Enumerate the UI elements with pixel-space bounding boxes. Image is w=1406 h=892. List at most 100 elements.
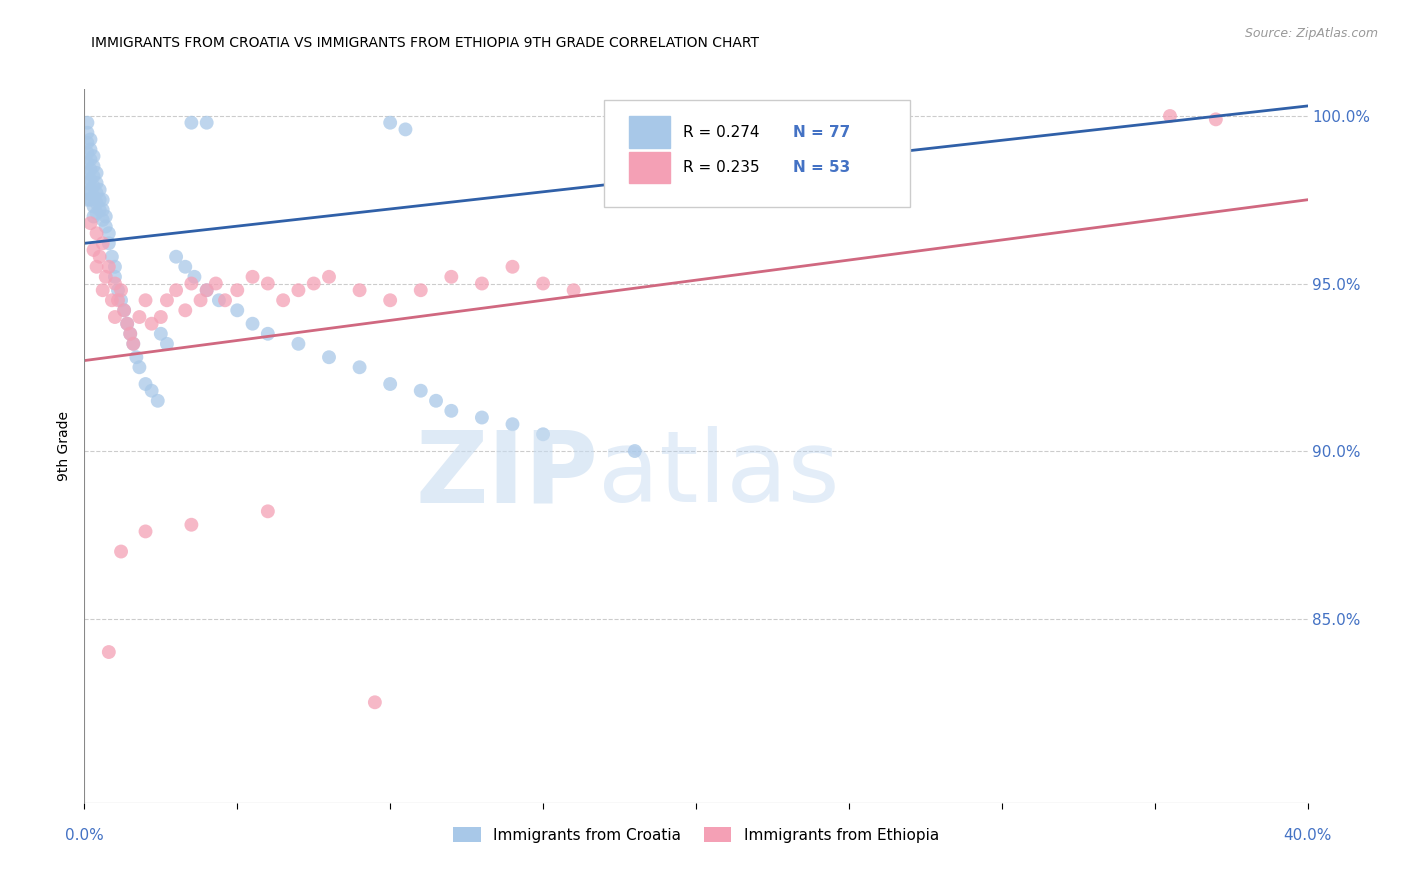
Point: [86, 176, 108, 190]
Point: [190, 293, 212, 308]
Text: ZIP: ZIP: [415, 426, 598, 523]
Point: [83, 199, 105, 213]
Point: [349, 283, 371, 297]
Point: [120, 326, 142, 341]
Point: [79, 172, 101, 186]
Point: [89, 183, 111, 197]
Point: [112, 303, 135, 318]
Point: [394, 122, 416, 136]
Point: [141, 384, 163, 398]
Point: [79, 153, 101, 167]
Point: [76, 136, 98, 150]
Point: [226, 283, 249, 297]
Point: [562, 283, 585, 297]
Point: [156, 293, 179, 308]
Point: [86, 260, 108, 274]
Point: [531, 277, 554, 291]
Point: [83, 210, 105, 224]
Point: [125, 350, 148, 364]
Text: R = 0.274: R = 0.274: [682, 125, 759, 139]
Point: [110, 293, 132, 308]
Point: [86, 166, 108, 180]
Point: [91, 212, 114, 227]
Point: [104, 269, 127, 284]
Point: [149, 326, 172, 341]
Text: N = 77: N = 77: [793, 125, 849, 139]
Point: [107, 283, 129, 297]
Point: [302, 277, 325, 291]
Text: IMMIGRANTS FROM CROATIA VS IMMIGRANTS FROM ETHIOPIA 9TH GRADE CORRELATION CHART: IMMIGRANTS FROM CROATIA VS IMMIGRANTS FR…: [91, 36, 759, 50]
Point: [318, 269, 340, 284]
Point: [76, 126, 98, 140]
Point: [79, 162, 101, 177]
FancyBboxPatch shape: [605, 100, 910, 207]
Y-axis label: 9th Grade: 9th Grade: [58, 411, 72, 481]
Point: [180, 277, 202, 291]
Text: 0.0%: 0.0%: [65, 828, 104, 843]
Point: [135, 293, 157, 308]
Point: [79, 193, 101, 207]
Point: [83, 159, 105, 173]
Point: [83, 149, 105, 163]
Point: [89, 250, 111, 264]
Point: [128, 360, 150, 375]
Point: [120, 326, 142, 341]
Point: [214, 293, 236, 308]
Point: [364, 695, 387, 709]
Point: [257, 326, 280, 341]
Point: [104, 277, 127, 291]
Point: [79, 183, 101, 197]
Point: [91, 202, 114, 217]
Point: [165, 250, 187, 264]
Point: [86, 186, 108, 200]
Point: [89, 193, 111, 207]
Point: [226, 303, 249, 318]
Point: [425, 393, 447, 408]
Point: [174, 260, 197, 274]
Point: [76, 176, 98, 190]
Point: [86, 206, 108, 220]
Point: [104, 260, 127, 274]
Point: [76, 186, 98, 200]
Point: [440, 269, 463, 284]
Point: [122, 336, 145, 351]
Point: [146, 393, 169, 408]
Point: [97, 236, 120, 251]
Point: [502, 260, 524, 274]
Point: [180, 116, 202, 130]
Point: [380, 293, 402, 308]
Point: [97, 227, 120, 241]
Point: [380, 377, 402, 392]
Point: [83, 243, 105, 257]
Point: [156, 336, 179, 351]
Point: [86, 227, 108, 241]
Point: [287, 336, 309, 351]
Point: [101, 293, 124, 308]
Legend: Immigrants from Croatia, Immigrants from Ethiopia: Immigrants from Croatia, Immigrants from…: [447, 821, 945, 848]
Point: [97, 645, 120, 659]
Point: [149, 310, 172, 324]
Point: [409, 283, 432, 297]
Point: [101, 250, 124, 264]
Point: [380, 116, 402, 130]
Point: [86, 196, 108, 211]
Point: [165, 283, 187, 297]
Point: [94, 219, 117, 234]
Point: [180, 517, 202, 532]
Point: [79, 143, 101, 157]
Point: [174, 303, 197, 318]
Point: [79, 216, 101, 230]
Point: [287, 283, 309, 297]
Point: [128, 310, 150, 324]
Point: [94, 210, 117, 224]
Point: [205, 277, 228, 291]
Point: [91, 283, 114, 297]
Point: [89, 202, 111, 217]
Point: [110, 544, 132, 558]
Point: [94, 269, 117, 284]
Point: [97, 260, 120, 274]
Point: [257, 504, 280, 518]
Point: [115, 317, 138, 331]
Point: [112, 303, 135, 318]
Text: Source: ZipAtlas.com: Source: ZipAtlas.com: [1244, 27, 1378, 40]
